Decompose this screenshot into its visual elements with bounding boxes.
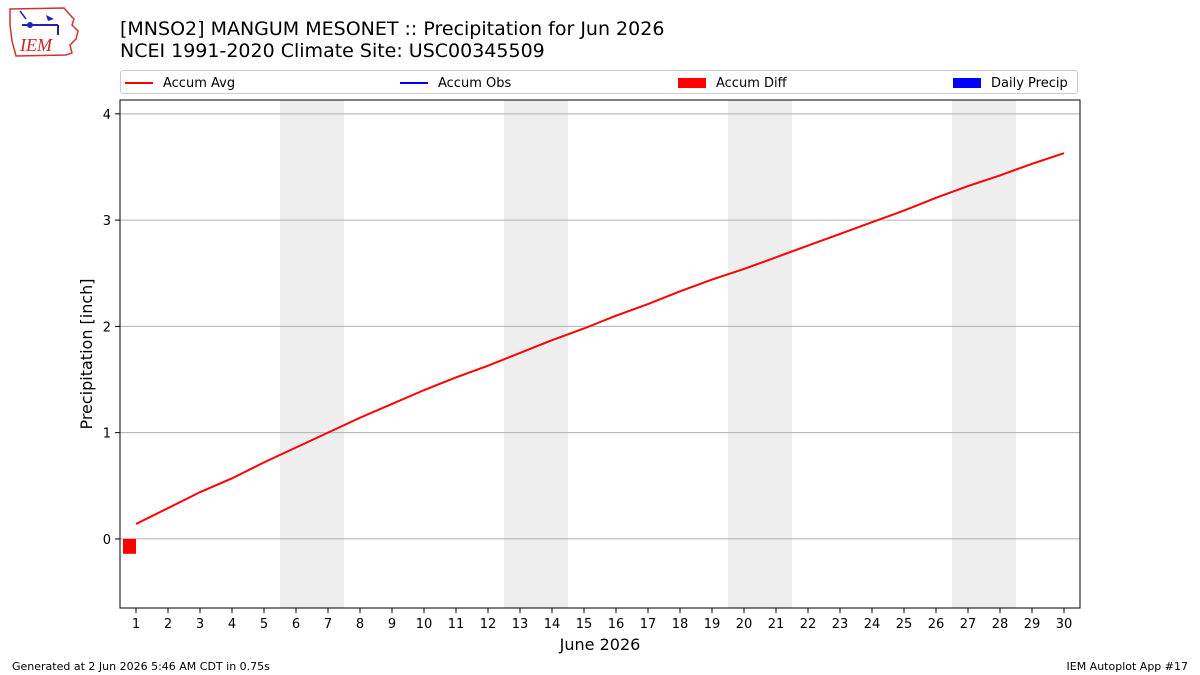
x-tick-label: 8 <box>356 617 364 632</box>
weekend-band <box>728 100 792 608</box>
legend: Accum Avg Accum Obs Accum Diff Daily Pre… <box>120 70 1078 94</box>
x-tick-label: 26 <box>928 617 945 632</box>
x-tick-label: 22 <box>800 617 817 632</box>
weekend-band <box>952 100 1016 608</box>
legend-label-accum-avg: Accum Avg <box>163 75 236 91</box>
legend-swatch-accum-diff <box>678 78 706 88</box>
iem-logo-icon: IEM <box>9 7 79 57</box>
footer-app-id: IEM Autoplot App #17 <box>1066 660 1189 673</box>
legend-item-accum-diff: Accum Diff <box>678 74 787 92</box>
series-line-accum-avg <box>135 152 1065 525</box>
bar-accum-diff <box>123 538 136 554</box>
x-tick-label: 20 <box>736 617 753 632</box>
x-tick-label: 28 <box>992 617 1009 632</box>
weekend-band <box>504 100 568 608</box>
legend-swatch-daily-precip <box>953 78 981 88</box>
legend-label-daily-precip: Daily Precip <box>991 75 1068 91</box>
x-tick-label: 19 <box>704 617 721 632</box>
x-tick-label: 4 <box>228 617 236 632</box>
y-tick-label: 2 <box>103 320 111 335</box>
weekend-band <box>280 100 344 608</box>
legend-item-accum-obs: Accum Obs <box>400 74 511 92</box>
x-tick-label: 6 <box>292 617 300 632</box>
iem-logo: IEM <box>8 5 82 63</box>
x-tick-label: 12 <box>480 617 497 632</box>
chart-title: [MNSO2] MANGUM MESONET :: Precipitation … <box>120 18 665 40</box>
x-tick-label: 21 <box>768 617 785 632</box>
footer-generated-text: Generated at 2 Jun 2026 5:46 AM CDT in 0… <box>12 660 270 673</box>
x-tick-label: 1 <box>132 617 140 632</box>
y-axis-label: Precipitation [inch] <box>77 278 96 429</box>
x-tick-label: 23 <box>832 617 849 632</box>
x-tick-label: 18 <box>672 617 689 632</box>
legend-label-accum-diff: Accum Diff <box>716 75 787 91</box>
legend-swatch-accum-obs <box>400 82 428 84</box>
y-tick-label: 1 <box>103 427 111 442</box>
x-tick-label: 15 <box>576 617 593 632</box>
x-tick-label: 10 <box>416 617 433 632</box>
y-tick-label: 0 <box>103 533 111 548</box>
x-tick-label: 17 <box>640 617 657 632</box>
logo-text: IEM <box>19 35 53 55</box>
x-tick-label: 11 <box>448 617 465 632</box>
x-tick-label: 25 <box>896 617 913 632</box>
x-tick-label: 29 <box>1024 617 1041 632</box>
x-tick-label: 13 <box>512 617 529 632</box>
legend-item-accum-avg: Accum Avg <box>125 74 235 92</box>
legend-label-accum-obs: Accum Obs <box>438 75 512 91</box>
x-tick-label: 16 <box>608 617 625 632</box>
x-tick-label: 9 <box>388 617 396 632</box>
x-tick-label: 24 <box>864 617 881 632</box>
x-tick-label: 27 <box>960 617 977 632</box>
plot-frame <box>119 99 1081 609</box>
x-tick-label: 5 <box>260 617 268 632</box>
x-tick-label: 7 <box>324 617 332 632</box>
x-axis-label: June 2026 <box>559 635 641 654</box>
x-tick-label: 2 <box>164 617 172 632</box>
x-tick-label: 14 <box>544 617 561 632</box>
legend-item-daily-precip: Daily Precip <box>953 74 1068 92</box>
y-tick-label: 3 <box>103 214 111 229</box>
legend-swatch-accum-avg <box>125 82 153 84</box>
y-tick-label: 4 <box>103 108 111 123</box>
x-tick-label: 30 <box>1056 617 1073 632</box>
x-tick-label: 3 <box>196 617 204 632</box>
chart-subtitle: NCEI 1991-2020 Climate Site: USC00345509 <box>120 40 545 62</box>
